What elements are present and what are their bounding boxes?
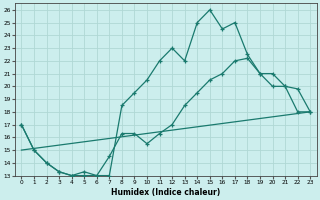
X-axis label: Humidex (Indice chaleur): Humidex (Indice chaleur)	[111, 188, 220, 197]
